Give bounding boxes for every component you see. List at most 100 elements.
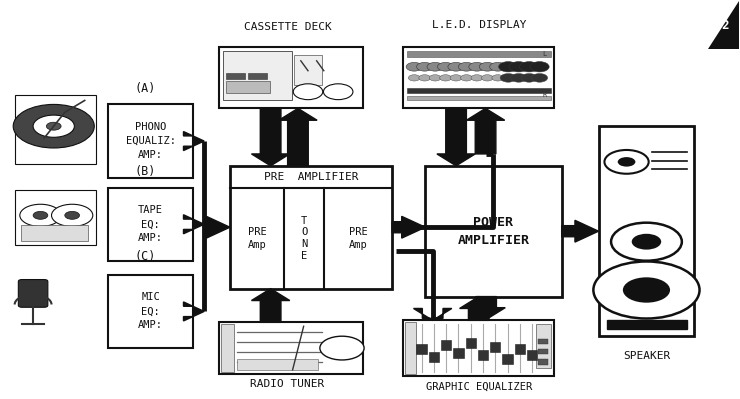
Text: PRE  AMPLIFIER: PRE AMPLIFIER — [263, 172, 358, 182]
Bar — [21, 225, 88, 241]
Text: PRE
Amp: PRE Amp — [349, 227, 368, 250]
Text: PRE
Amp: PRE Amp — [248, 227, 266, 250]
Bar — [502, 354, 513, 364]
Circle shape — [500, 73, 517, 82]
Bar — [108, 105, 193, 178]
Text: RADIO TUNER: RADIO TUNER — [250, 379, 325, 389]
Circle shape — [33, 211, 48, 219]
Circle shape — [593, 261, 699, 318]
Text: CASSETTE DECK: CASSETTE DECK — [243, 22, 332, 32]
Text: MIC
EQ:
AMP:: MIC EQ: AMP: — [138, 292, 164, 330]
Circle shape — [519, 61, 539, 72]
Circle shape — [52, 204, 92, 227]
Bar — [108, 188, 193, 261]
Bar — [441, 340, 451, 350]
Text: SPEAKER: SPEAKER — [623, 351, 670, 361]
Bar — [238, 359, 318, 370]
Bar — [223, 51, 292, 101]
Circle shape — [611, 223, 682, 261]
Bar — [538, 359, 548, 365]
Bar — [219, 47, 363, 109]
Bar — [407, 51, 551, 57]
Polygon shape — [279, 109, 317, 166]
Polygon shape — [414, 308, 452, 320]
Bar — [465, 338, 476, 348]
Circle shape — [605, 150, 649, 174]
Circle shape — [417, 62, 433, 71]
Circle shape — [632, 234, 662, 250]
Circle shape — [47, 122, 61, 130]
Polygon shape — [562, 220, 599, 242]
Text: (C): (C) — [135, 251, 156, 263]
Circle shape — [427, 62, 443, 71]
Bar — [536, 324, 551, 368]
Polygon shape — [466, 109, 505, 154]
Circle shape — [482, 75, 494, 81]
Circle shape — [460, 75, 472, 81]
Circle shape — [623, 277, 670, 303]
Text: (A): (A) — [135, 82, 156, 95]
Bar — [108, 275, 193, 348]
Circle shape — [293, 84, 323, 100]
Circle shape — [450, 75, 462, 81]
Circle shape — [521, 73, 537, 82]
Circle shape — [509, 61, 528, 72]
Bar — [15, 190, 95, 245]
Circle shape — [490, 62, 506, 71]
Circle shape — [33, 115, 75, 137]
Circle shape — [406, 62, 423, 71]
Polygon shape — [707, 1, 739, 49]
Circle shape — [408, 75, 420, 81]
Polygon shape — [392, 216, 426, 238]
Circle shape — [618, 157, 636, 167]
Circle shape — [471, 75, 482, 81]
Polygon shape — [252, 288, 290, 322]
Circle shape — [440, 75, 451, 81]
Circle shape — [437, 62, 454, 71]
Circle shape — [468, 62, 485, 71]
Text: R: R — [542, 91, 547, 97]
FancyBboxPatch shape — [18, 280, 48, 307]
Bar — [219, 322, 363, 374]
Circle shape — [320, 336, 364, 360]
Circle shape — [458, 62, 474, 71]
Bar — [407, 88, 551, 93]
Polygon shape — [184, 132, 204, 150]
Bar — [428, 352, 439, 362]
Bar — [221, 324, 235, 372]
Bar — [527, 350, 537, 360]
Polygon shape — [184, 302, 204, 321]
Polygon shape — [437, 109, 475, 166]
Circle shape — [511, 73, 527, 82]
Bar — [230, 166, 392, 288]
Circle shape — [499, 61, 518, 72]
Text: TAPE
EQ:
AMP:: TAPE EQ: AMP: — [138, 205, 164, 243]
Circle shape — [448, 62, 464, 71]
Circle shape — [530, 61, 549, 72]
Bar — [515, 344, 525, 354]
Bar — [608, 320, 687, 329]
Bar — [403, 320, 554, 376]
Bar — [226, 81, 271, 93]
Text: PHONO
EQUALIZ:
AMP:: PHONO EQUALIZ: AMP: — [126, 122, 175, 160]
Bar — [249, 73, 267, 79]
Polygon shape — [252, 109, 290, 166]
Circle shape — [65, 211, 79, 219]
Text: 2: 2 — [722, 19, 729, 32]
Polygon shape — [460, 296, 498, 320]
Circle shape — [429, 75, 441, 81]
Bar — [226, 73, 245, 79]
Text: T
O
N
E: T O N E — [301, 216, 307, 261]
Bar — [490, 342, 500, 352]
Bar — [454, 348, 464, 358]
Bar — [15, 95, 95, 164]
Circle shape — [480, 62, 496, 71]
Circle shape — [323, 84, 353, 100]
Bar — [425, 166, 562, 296]
Bar — [538, 339, 548, 344]
Polygon shape — [184, 215, 204, 234]
Circle shape — [13, 105, 94, 148]
Text: GRAPHIC EQUALIZER: GRAPHIC EQUALIZER — [426, 381, 532, 391]
Polygon shape — [467, 296, 505, 320]
Bar — [417, 344, 427, 354]
